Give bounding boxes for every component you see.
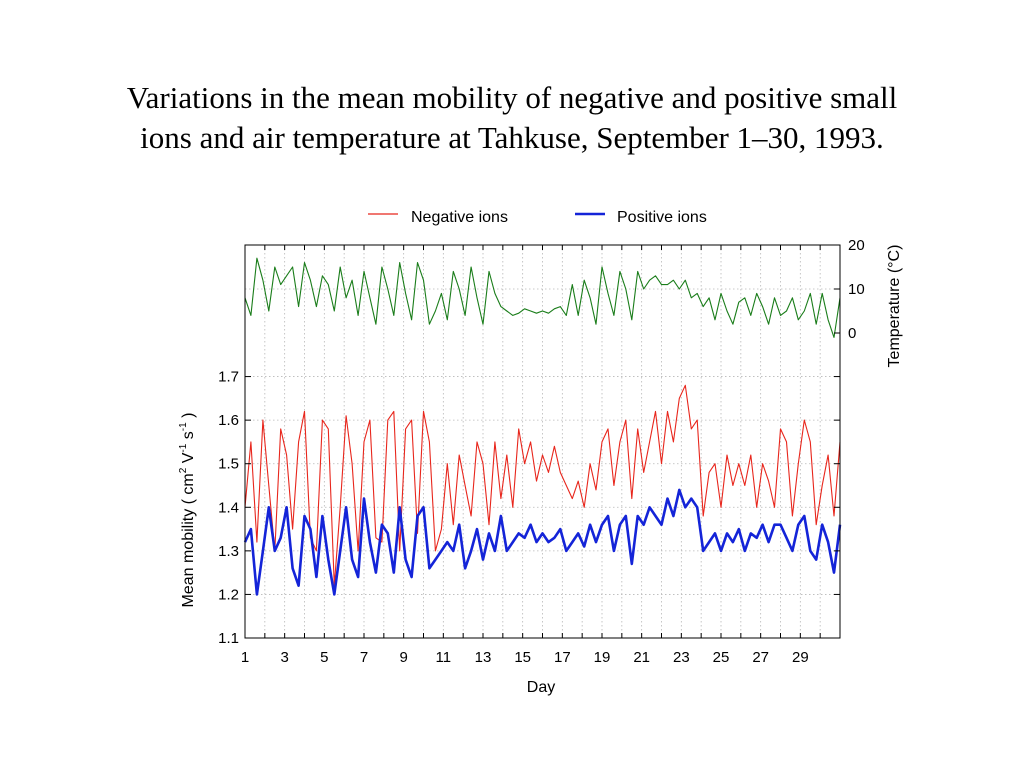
series-lines <box>243 257 842 596</box>
x-tick-label: 29 <box>792 649 809 666</box>
y-axis-label-mobility: Mean mobility ( cm2 V-1 s-1 ) <box>178 413 197 608</box>
y-tick-label-temperature: 20 <box>848 237 865 254</box>
x-tick-label: 17 <box>554 649 571 666</box>
x-tick-label: 3 <box>280 649 288 666</box>
x-tick-label: 25 <box>713 649 730 666</box>
y-axis-label-temperature: Temperature (°C) <box>886 245 903 368</box>
mobility-label-part-6: -1 <box>178 422 189 431</box>
x-tick-label: 15 <box>514 649 531 666</box>
x-tick-label: 11 <box>436 649 452 666</box>
y-tick-label-mobility: 1.7 <box>218 369 239 386</box>
legend-label-positive: Positive ions <box>617 209 707 226</box>
series-line-negative-ions <box>244 384 841 587</box>
mobility-label-part-5: s <box>180 431 197 443</box>
x-axis-label: Day <box>527 679 555 696</box>
slide-title: Variations in the mean mobility of negat… <box>0 78 1024 158</box>
mobility-label-part-2: 2 <box>178 467 189 473</box>
legend-label-negative: Negative ions <box>411 209 508 226</box>
x-tick-label: 5 <box>320 649 328 666</box>
x-tick-label: 23 <box>673 649 690 666</box>
axis-ticks: 1 3 5 7 9 11 13 15 17 19 21 23 25 27 291.11.21.31.41.5… <box>218 237 865 666</box>
grid-lines <box>245 245 840 638</box>
y-tick-label-mobility: 1.4 <box>218 499 239 516</box>
x-tick-label: 9 <box>399 649 407 666</box>
y-tick-label-temperature: 0 <box>848 325 856 342</box>
x-tick-label: 1 <box>241 649 249 666</box>
series-line-temperature <box>244 257 841 338</box>
mobility-label-part-7: ) <box>180 413 197 423</box>
mobility-label-part-4: -1 <box>178 443 189 452</box>
y-tick-label-mobility: 1.6 <box>218 412 239 429</box>
y-tick-label-mobility: 1.3 <box>218 543 239 560</box>
series-line-positive-ions <box>243 488 842 596</box>
x-tick-label: 19 <box>594 649 611 666</box>
x-tick-label: 13 <box>475 649 492 666</box>
slide-title-line-2: ions and air temperature at Tahkuse, Sep… <box>140 120 884 155</box>
y-tick-label-mobility: 1.1 <box>218 630 239 647</box>
slide-title-line-1: Variations in the mean mobility of negat… <box>126 80 898 115</box>
legend: Negative ions Positive ions <box>368 209 707 226</box>
y-tick-label-mobility: 1.5 <box>218 456 239 473</box>
x-tick-label: 21 <box>633 649 650 666</box>
x-tick-label: 7 <box>360 649 368 666</box>
y-tick-label-temperature: 10 <box>848 281 865 298</box>
x-tick-label: 27 <box>752 649 769 666</box>
mobility-label-part-3: V <box>180 452 197 467</box>
y-tick-label-mobility: 1.2 <box>218 586 239 603</box>
mobility-label-part-1: Mean mobility ( cm <box>180 473 197 607</box>
